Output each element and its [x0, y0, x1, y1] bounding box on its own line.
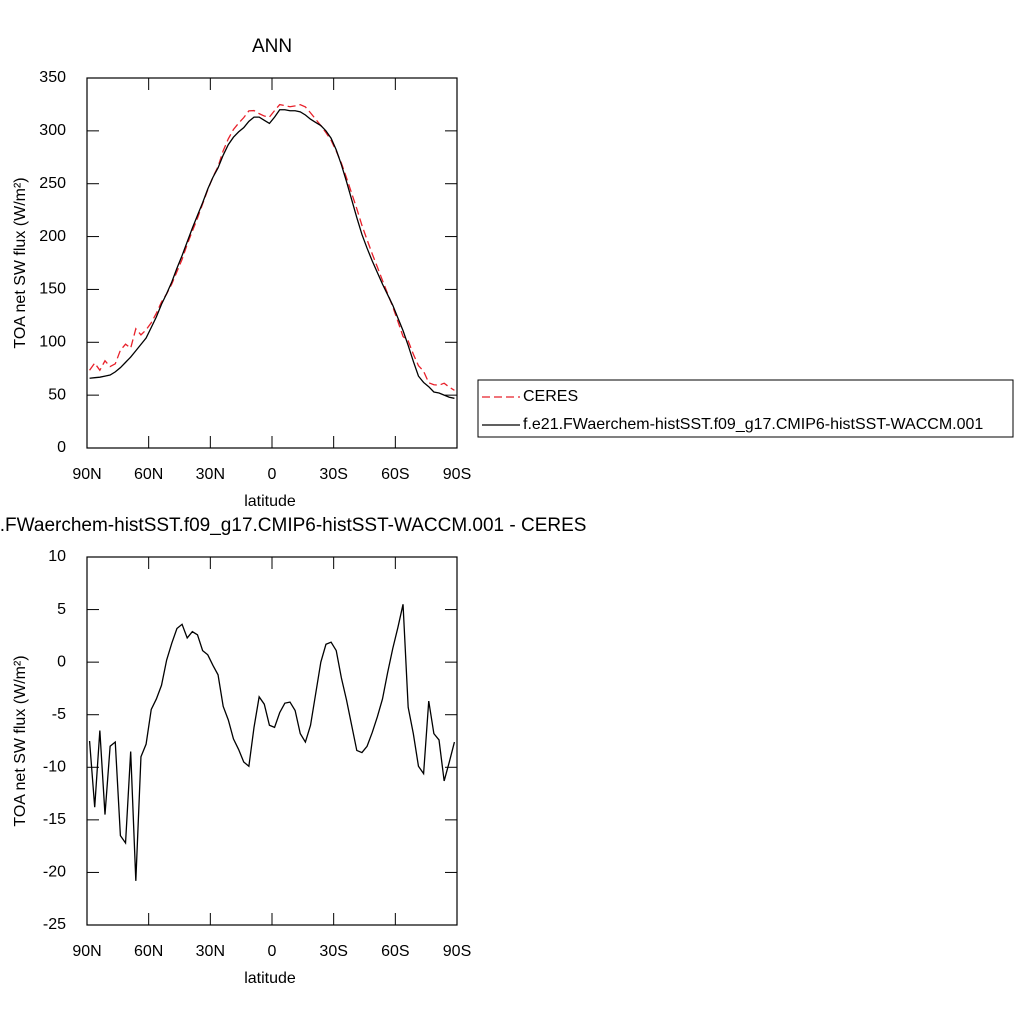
x-tick-label: 90N: [72, 943, 101, 960]
data-line: [88, 604, 456, 881]
x-tick-label: 60N: [134, 943, 163, 960]
legend-box: [477, 379, 1014, 438]
data-line: [89, 103, 455, 391]
y-tick-label: -20: [43, 864, 66, 881]
x-tick-label: 90S: [443, 943, 471, 960]
y-tick-label: 300: [39, 122, 66, 139]
data-line: [89, 109, 455, 399]
x-tick-label: 30N: [196, 466, 225, 483]
y-tick-label: 10: [48, 548, 66, 565]
x-tick-label: 30N: [196, 943, 225, 960]
y-tick-label: -5: [52, 706, 66, 723]
y-tick-label: 0: [57, 653, 66, 670]
plot-frame: [86, 556, 458, 926]
y-tick-label: -25: [43, 916, 66, 933]
x-axis-label: latitude: [244, 493, 296, 510]
y-tick-label: -15: [43, 811, 66, 828]
x-tick-label: 0: [268, 466, 277, 483]
y-tick-label: 50: [48, 386, 66, 403]
y-tick-label: 5: [57, 601, 66, 618]
chart-title: f.e21.FWaerchem-histSST.f09_g17.CMIP6-hi…: [0, 515, 586, 536]
y-tick-label: 350: [39, 69, 66, 86]
y-tick-label: 200: [39, 228, 66, 245]
y-tick-label: -10: [43, 759, 66, 776]
x-tick-label: 30S: [319, 466, 347, 483]
x-tick-label: 30S: [319, 943, 347, 960]
chart-title: ANN: [252, 36, 292, 57]
plot-frame: [86, 77, 458, 449]
x-tick-label: 60S: [381, 943, 409, 960]
x-tick-label: 90N: [72, 466, 101, 483]
x-tick-label: 60S: [381, 466, 409, 483]
y-axis-label: TOA net SW flux (W/m²): [12, 655, 29, 826]
x-axis-label: latitude: [244, 970, 296, 987]
y-axis-label: TOA net SW flux (W/m²): [12, 177, 29, 348]
y-tick-label: 150: [39, 281, 66, 298]
y-tick-label: 100: [39, 334, 66, 351]
y-tick-label: 0: [57, 439, 66, 456]
x-tick-label: 0: [268, 943, 277, 960]
x-tick-label: 60N: [134, 466, 163, 483]
legend-label: CERES: [523, 388, 578, 405]
x-tick-label: 90S: [443, 466, 471, 483]
legend-label: f.e21.FWaerchem-histSST.f09_g17.CMIP6-hi…: [523, 416, 983, 433]
y-tick-label: 250: [39, 175, 66, 192]
